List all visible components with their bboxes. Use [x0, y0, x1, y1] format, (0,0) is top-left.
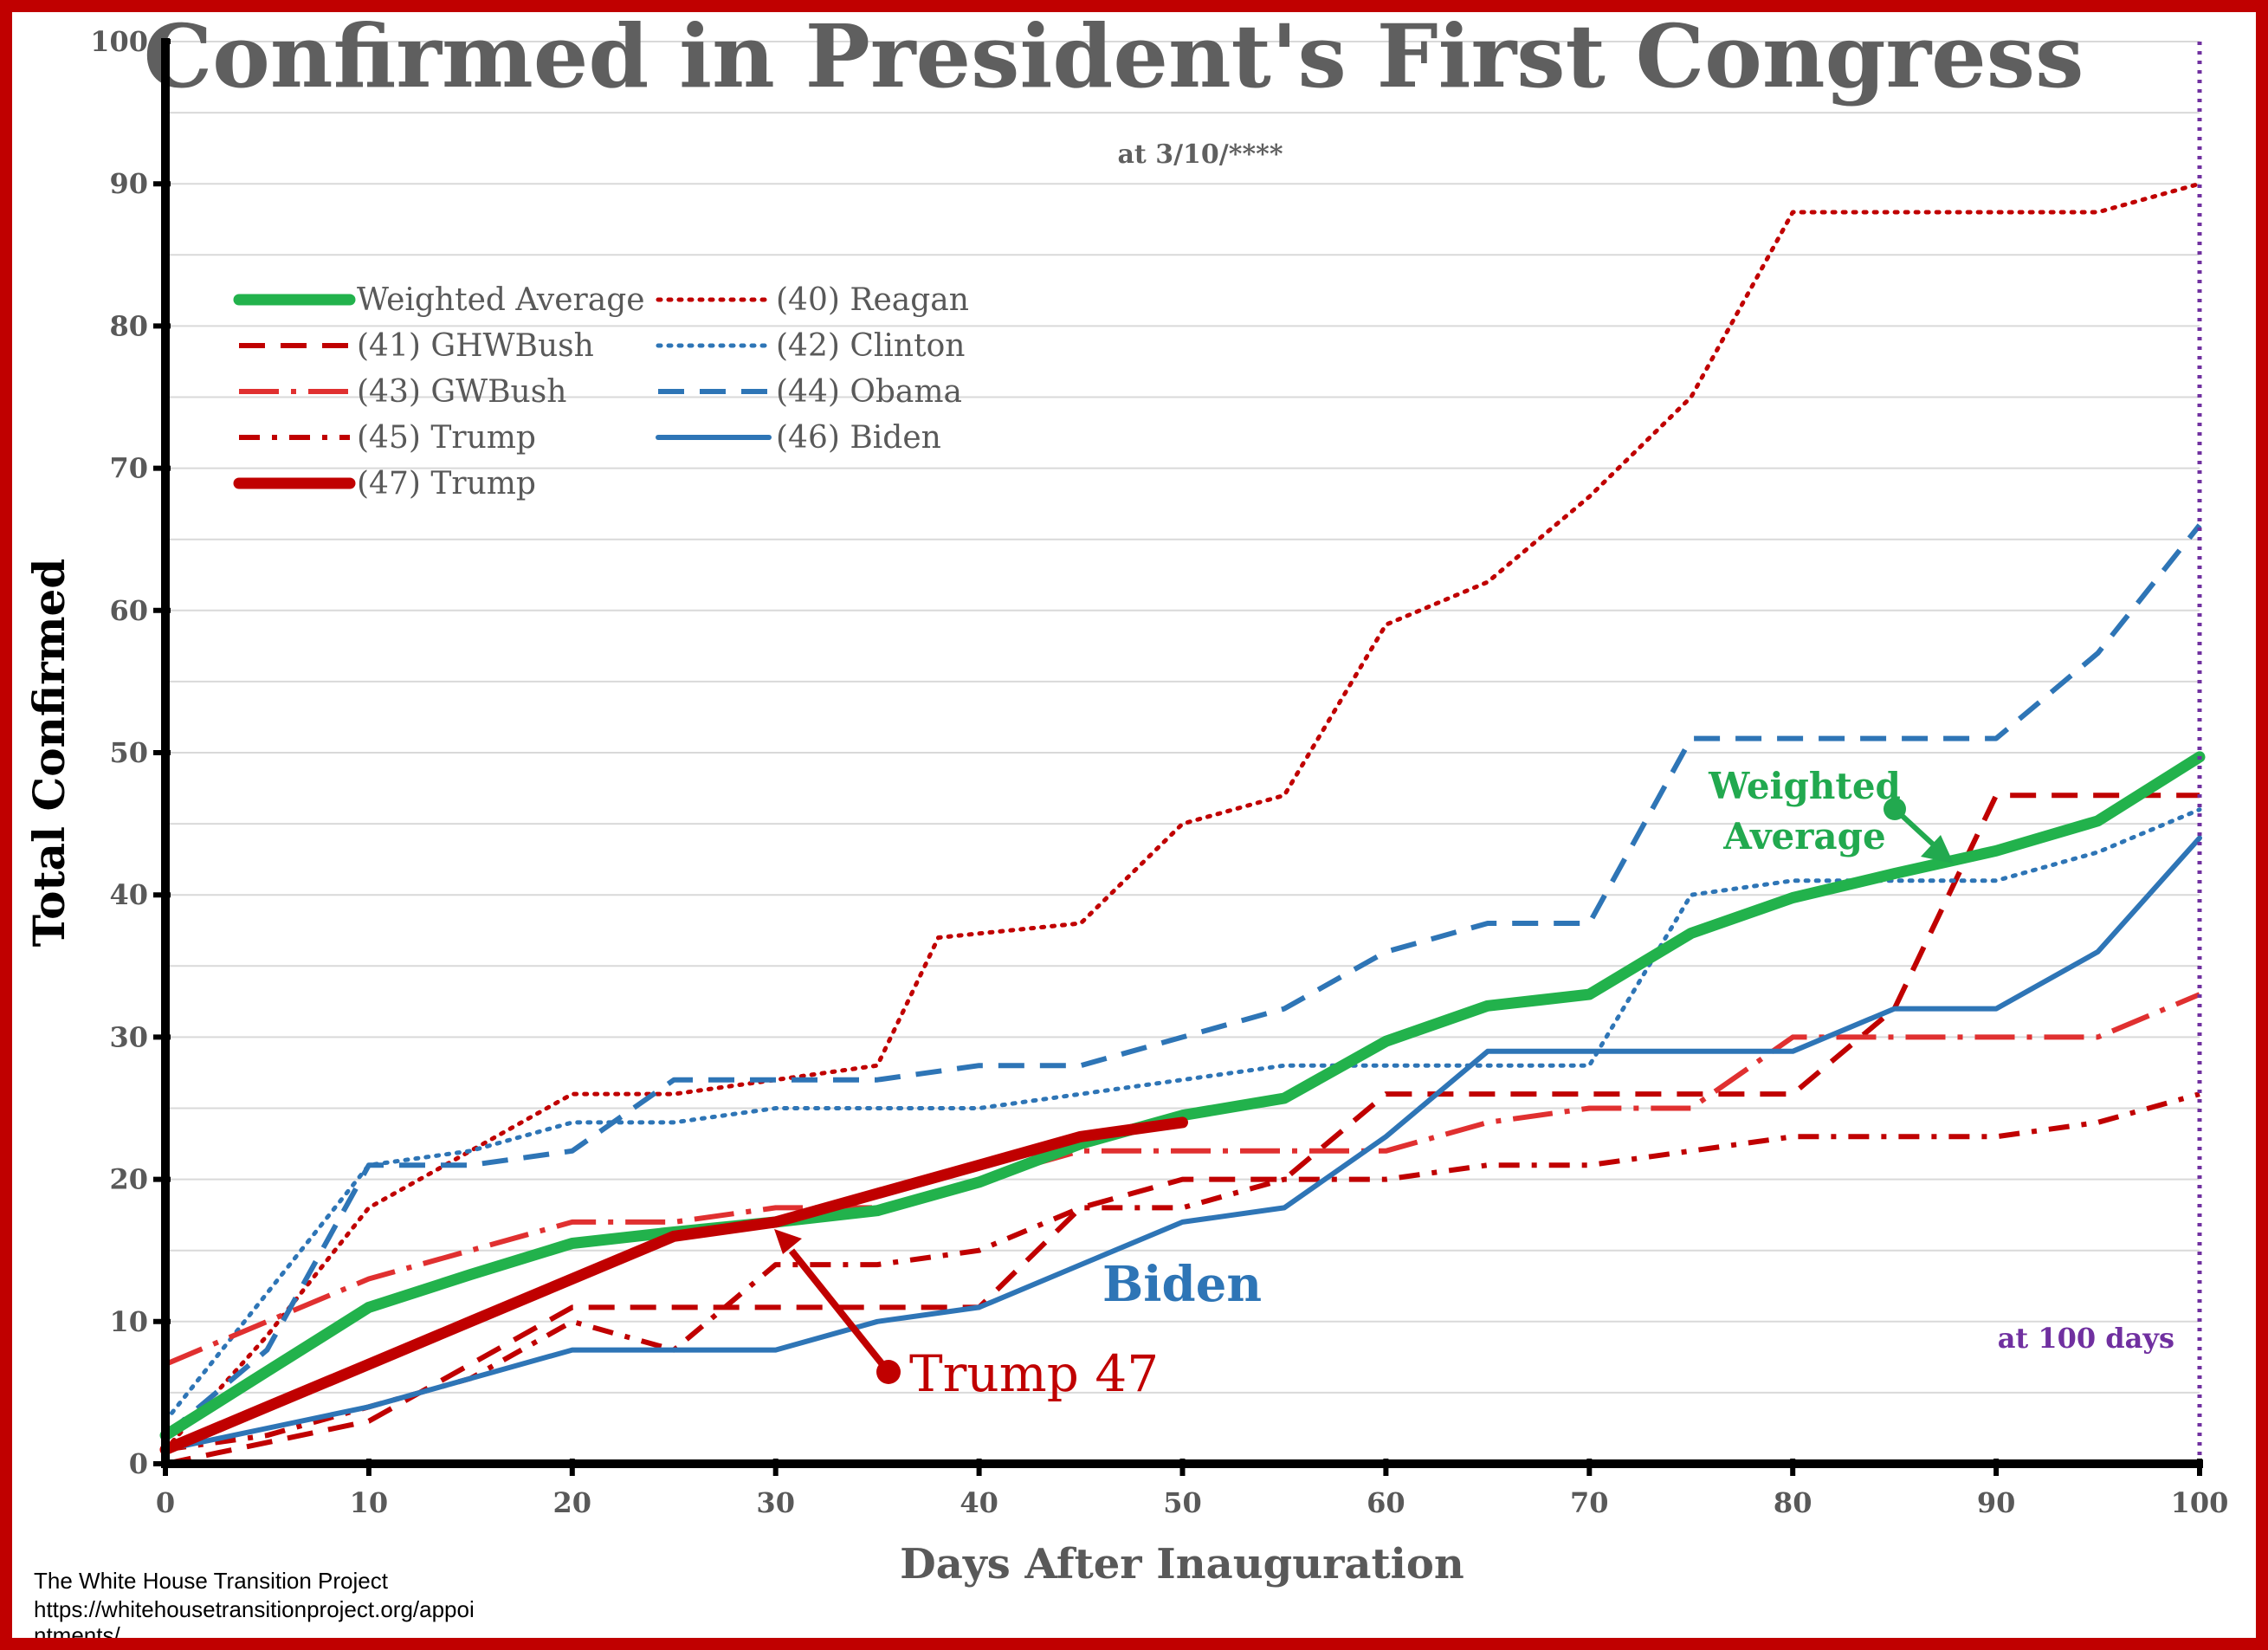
y-tick-label: 60 — [109, 594, 148, 627]
x-tick-label: 80 — [1774, 1486, 1812, 1519]
hundred-days-label: at 100 days — [1998, 1322, 2174, 1355]
legend-label-43-gwbush: (43) GWBush — [357, 374, 566, 410]
y-tick-label: 90 — [109, 167, 148, 200]
series-line-46-biden — [163, 835, 2202, 1453]
x-tick-label: 60 — [1367, 1486, 1405, 1519]
y-tick-label: 30 — [109, 1020, 148, 1053]
x-tick-label: 10 — [350, 1486, 389, 1519]
chart-frame: 0 10 20 30 40 50 60 70 80 90 100 0 10 20 30 40 50 60 70 80… — [12, 12, 2256, 1638]
chart-subtitle: at 3/10/**** — [1117, 139, 1283, 170]
legend-label-41-ghwbush: (41) GHWBush — [357, 328, 594, 364]
x-tick-label: 30 — [756, 1486, 795, 1519]
y-tick-label: 10 — [109, 1305, 148, 1338]
x-tick-label: 40 — [960, 1486, 998, 1519]
y-tick-labels: 0 10 20 30 40 50 60 70 80 90 100 — [90, 25, 171, 1480]
line-chart: 0 10 20 30 40 50 60 70 80 90 100 0 10 20 30 40 50 60 70 80… — [23, 12, 2229, 1638]
y-axis-title: Total Confirmed — [23, 559, 74, 948]
source-line-2: https://whitehousetransitionproject.org/… — [34, 1596, 475, 1622]
y-tick-label: 40 — [109, 878, 148, 911]
legend-label-40-reagan: (40) Reagan — [776, 282, 969, 318]
series-line-47-trump — [159, 1116, 1188, 1456]
x-tick-label: 0 — [156, 1486, 175, 1519]
x-tick-label: 100 — [2171, 1486, 2229, 1519]
legend-label-46-biden: (46) Biden — [776, 420, 941, 456]
series-line-43-gwbush — [164, 992, 2201, 1367]
series-line-40-reagan — [163, 181, 2202, 1453]
y-tick-label: 50 — [109, 736, 148, 769]
annotation-weighted-average-line2: Average — [1722, 815, 1885, 857]
series-line-weighted-average — [159, 751, 2206, 1441]
annotation-trump47-arrowhead — [774, 1229, 802, 1254]
x-axis-title: Days After Inauguration — [900, 1540, 1464, 1589]
annotation-trump47: Trump 47 — [909, 1344, 1159, 1403]
legend-label-45-trump: (45) Trump — [357, 420, 536, 456]
legend-label-47-trump: (47) Trump — [357, 466, 536, 501]
gridlines — [165, 41, 2200, 1394]
x-tick-label: 50 — [1163, 1486, 1202, 1519]
x-tick-label: 90 — [1977, 1486, 2016, 1519]
x-tick-label: 20 — [553, 1486, 592, 1519]
series-line-45-trump — [165, 1091, 2200, 1453]
legend-label-44-obama: (44) Obama — [776, 374, 962, 410]
annotation-weighted-average-arrowhead — [1921, 835, 1954, 864]
legend-label-42-clinton: (42) Clinton — [776, 328, 965, 364]
y-tick-label: 80 — [109, 309, 148, 342]
source-line-1: The White House Transition Project — [34, 1568, 389, 1594]
source-line-3: ntments/ — [34, 1622, 120, 1638]
chart-title: Confirmed in President's First Congress — [144, 12, 2084, 107]
annotation-weighted-average-line1: Weighted — [1708, 765, 1901, 807]
legend-label-weighted-average: Weighted Average — [357, 282, 645, 318]
axes — [161, 38, 2203, 1468]
series-line-41-ghwbush — [165, 793, 2200, 1466]
annotation-biden: Biden — [1102, 1256, 1262, 1313]
legend: Weighted Average (40) Reagan (41) GHWBush (… — [233, 282, 969, 501]
series-lines — [159, 181, 2206, 1466]
series-line-44-obama — [164, 523, 2202, 1438]
annotation-weighted-average-arrow — [1892, 806, 1942, 853]
x-tick-label: 70 — [1570, 1486, 1609, 1519]
y-tick-label: 0 — [129, 1447, 148, 1480]
annotation-trump47-arrow — [788, 1248, 892, 1375]
y-tick-label: 20 — [109, 1163, 148, 1196]
y-tick-label: 100 — [90, 25, 148, 58]
y-tick-label: 70 — [109, 452, 148, 485]
